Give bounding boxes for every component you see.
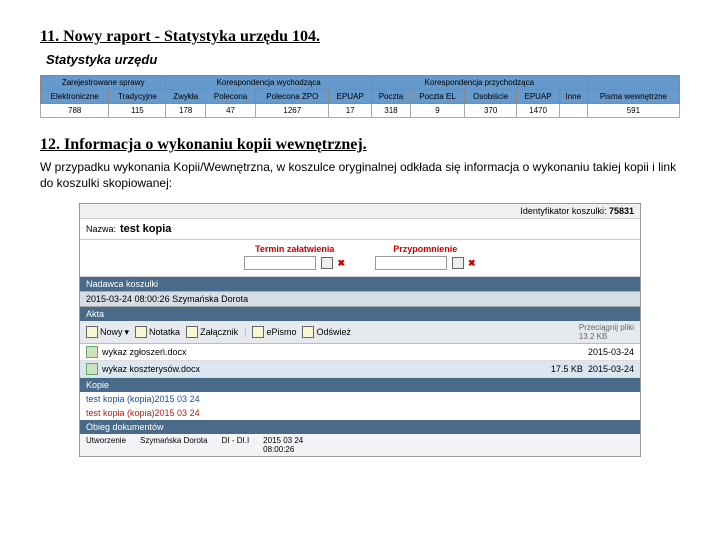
term-label: Termin załatwienia <box>244 244 345 254</box>
epismo-button[interactable]: ePismo <box>252 326 296 338</box>
term-input[interactable] <box>244 256 316 270</box>
refresh-button[interactable]: Odśwież <box>302 326 351 338</box>
data-cell: 591 <box>587 104 679 118</box>
data-cell: 115 <box>109 104 166 118</box>
group-header-cell: Korespondencja przychodząca <box>371 76 587 90</box>
data-cell: 47 <box>205 104 255 118</box>
form-id-row: Identyfikator koszulki: 75831 <box>80 204 640 219</box>
calendar-icon[interactable] <box>321 257 333 269</box>
section-11-heading: 11. Nowy raport - Statystyka urzędu 104. <box>40 28 680 46</box>
refresh-icon <box>302 326 314 338</box>
new-label: Nowy <box>100 327 123 337</box>
group-header-cell: Korespondencja wychodząca <box>166 76 372 90</box>
file1-name: wykaz zgłoszeń.docx <box>102 347 187 357</box>
file2-size: 17.5 KB <box>551 364 583 374</box>
obieg-bar: Obieg dokumentów <box>80 420 640 434</box>
date-fields-row: Termin załatwienia ✖ Przypomnienie ✖ <box>80 240 640 277</box>
group-header-cell: Zarejestrowane sprawy <box>41 76 166 90</box>
form-name-row: Nazwa: test kopia <box>80 219 640 240</box>
attach-button[interactable]: Załącznik <box>186 326 238 338</box>
refresh-label: Odśwież <box>316 327 351 337</box>
section-12-paragraph: W przypadku wykonania Kopii/Wewnętrzna, … <box>40 160 680 191</box>
copy-link-row[interactable]: test kopia (kopia)2015 03 24 <box>80 392 640 406</box>
file2-date: 2015-03-24 <box>588 364 634 374</box>
form-panel: Identyfikator koszulki: 75831 Nazwa: tes… <box>79 203 641 457</box>
name-value: test kopia <box>120 223 171 235</box>
file2-name: wykaz koszterysów.docx <box>102 364 200 374</box>
sub-header-cell: Inne <box>559 90 587 104</box>
sub-header-cell: EPUAP <box>329 90 371 104</box>
doc-icon <box>86 363 98 375</box>
sub-header-cell: EPUAP <box>517 90 559 104</box>
table-sub-header-row: Elektroniczne Tradycyjne Zwykła Polecona… <box>41 90 680 104</box>
data-cell <box>559 104 587 118</box>
data-cell: 370 <box>465 104 517 118</box>
stats-subtitle: Statystyka urzędu <box>46 52 680 67</box>
obieg-user: Szymańska Dorota <box>140 436 208 454</box>
obieg-dept: DI - DI.I <box>222 436 250 454</box>
note-button[interactable]: Notatka <box>135 326 180 338</box>
term-field: Termin załatwienia ✖ <box>244 244 345 270</box>
file-row[interactable]: wykaz koszterysów.docx 17.5 KB 2015-03-2… <box>80 361 640 378</box>
data-cell: 788 <box>41 104 109 118</box>
doc-icon <box>86 346 98 358</box>
sub-header-cell: Tradycyjne <box>109 90 166 104</box>
reminder-input[interactable] <box>375 256 447 270</box>
file-row[interactable]: wykaz zgłoszeń.docx 2015-03-24 <box>80 344 640 361</box>
sender-bar: Nadawca koszulki <box>80 277 640 291</box>
data-cell: 1267 <box>256 104 329 118</box>
note-icon <box>135 326 147 338</box>
data-cell: 178 <box>166 104 206 118</box>
file-icon <box>86 326 98 338</box>
file1-date: 2015-03-24 <box>588 347 634 357</box>
table-group-header-row: Zarejestrowane sprawy Korespondencja wyc… <box>41 76 680 90</box>
file1-size: 13.2 KB <box>579 332 607 341</box>
epismo-label: ePismo <box>266 327 296 337</box>
data-cell: 1470 <box>517 104 559 118</box>
calendar-icon[interactable] <box>452 257 464 269</box>
stats-table: Zarejestrowane sprawy Korespondencja wyc… <box>40 75 680 118</box>
sub-header-cell: Osobiście <box>465 90 517 104</box>
id-label: Identyfikator koszulki: <box>520 206 606 216</box>
clear-icon[interactable]: ✖ <box>337 258 345 268</box>
sub-header-cell: Poczta <box>371 90 410 104</box>
reminder-label: Przypomnienie <box>375 244 476 254</box>
sub-header-cell: Pisma wewnętrzne <box>587 90 679 104</box>
section-12-heading: 12. Informacja o wykonaniu kopii wewnętr… <box>40 136 680 154</box>
name-label: Nazwa: <box>86 224 116 234</box>
attach-label: Załącznik <box>200 327 238 337</box>
data-cell: 9 <box>410 104 464 118</box>
sender-line: 2015-03-24 08:00:26 Szymańska Dorota <box>80 291 640 307</box>
table-data-row: 788 115 178 47 1267 17 318 9 370 1470 59… <box>41 104 680 118</box>
group-header-cell <box>587 76 679 90</box>
drag-hint: Przeciągnij pliki 13.2 KB <box>579 323 634 341</box>
copy-link-row[interactable]: test kopia (kopia)2015 03 24 <box>80 406 640 420</box>
attach-icon <box>186 326 198 338</box>
obieg-row: Utworzenie Szymańska Dorota DI - DI.I 20… <box>80 434 640 456</box>
sub-header-cell: Polecona <box>205 90 255 104</box>
data-cell: 17 <box>329 104 371 118</box>
id-value: 75831 <box>609 206 634 216</box>
copy-link-1[interactable]: test kopia (kopia)2015 03 24 <box>86 394 200 404</box>
sub-header-cell: Zwykła <box>166 90 206 104</box>
akta-bar: Akta <box>80 307 640 321</box>
data-cell: 318 <box>371 104 410 118</box>
obieg-action: Utworzenie <box>86 436 126 454</box>
reminder-field: Przypomnienie ✖ <box>375 244 476 270</box>
sub-header-cell: Polecona ZPO <box>256 90 329 104</box>
sub-header-cell: Poczta EL <box>410 90 464 104</box>
note-label: Notatka <box>149 327 180 337</box>
sub-header-cell: Elektroniczne <box>41 90 109 104</box>
clear-icon[interactable]: ✖ <box>468 258 476 268</box>
akta-toolbar: Nowy ▾ Notatka Załącznik | ePismo Odświe… <box>80 321 640 344</box>
obieg-datetime: 2015 03 24 08:00:26 <box>263 436 303 454</box>
kopie-bar: Kopie <box>80 378 640 392</box>
mail-icon <box>252 326 264 338</box>
new-button[interactable]: Nowy ▾ <box>86 326 129 338</box>
copy-link-2[interactable]: test kopia (kopia)2015 03 24 <box>86 408 200 418</box>
